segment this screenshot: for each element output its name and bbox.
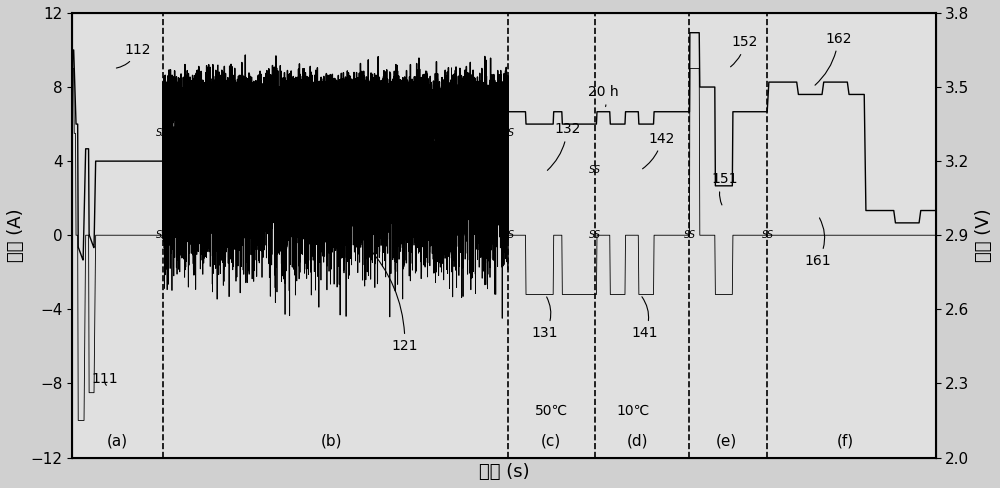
Text: 111: 111 — [91, 372, 118, 386]
Text: (d): (d) — [627, 433, 648, 448]
Text: (f): (f) — [836, 433, 853, 448]
Text: 131: 131 — [532, 297, 558, 340]
Text: 161: 161 — [804, 218, 831, 268]
Text: 112: 112 — [116, 42, 151, 68]
Text: SS: SS — [684, 230, 696, 240]
Text: (b): (b) — [320, 433, 342, 448]
Text: 151: 151 — [711, 172, 738, 205]
Text: 122: 122 — [290, 85, 330, 126]
Text: 20 h: 20 h — [588, 85, 619, 106]
Text: SS: SS — [156, 128, 168, 138]
X-axis label: 时间 (s): 时间 (s) — [479, 463, 529, 481]
Text: 121: 121 — [368, 246, 418, 353]
Text: (c): (c) — [541, 433, 561, 448]
Text: SS: SS — [156, 230, 168, 240]
Text: 162: 162 — [815, 32, 852, 85]
Text: SS: SS — [503, 128, 515, 138]
Text: SS: SS — [589, 230, 601, 240]
Y-axis label: 电流 (A): 电流 (A) — [7, 208, 25, 262]
Y-axis label: 电压 (V): 电压 (V) — [975, 208, 993, 262]
Text: 50℃: 50℃ — [535, 404, 568, 418]
Text: (a): (a) — [107, 433, 128, 448]
Text: 10℃: 10℃ — [617, 404, 650, 418]
Text: SS: SS — [762, 230, 774, 240]
Text: SS: SS — [589, 165, 601, 175]
Text: (e): (e) — [716, 433, 737, 448]
Text: 132: 132 — [547, 122, 580, 170]
Text: 141: 141 — [632, 297, 658, 340]
Text: 152: 152 — [731, 35, 758, 67]
Text: SS: SS — [503, 230, 515, 240]
Text: 142: 142 — [643, 132, 675, 169]
